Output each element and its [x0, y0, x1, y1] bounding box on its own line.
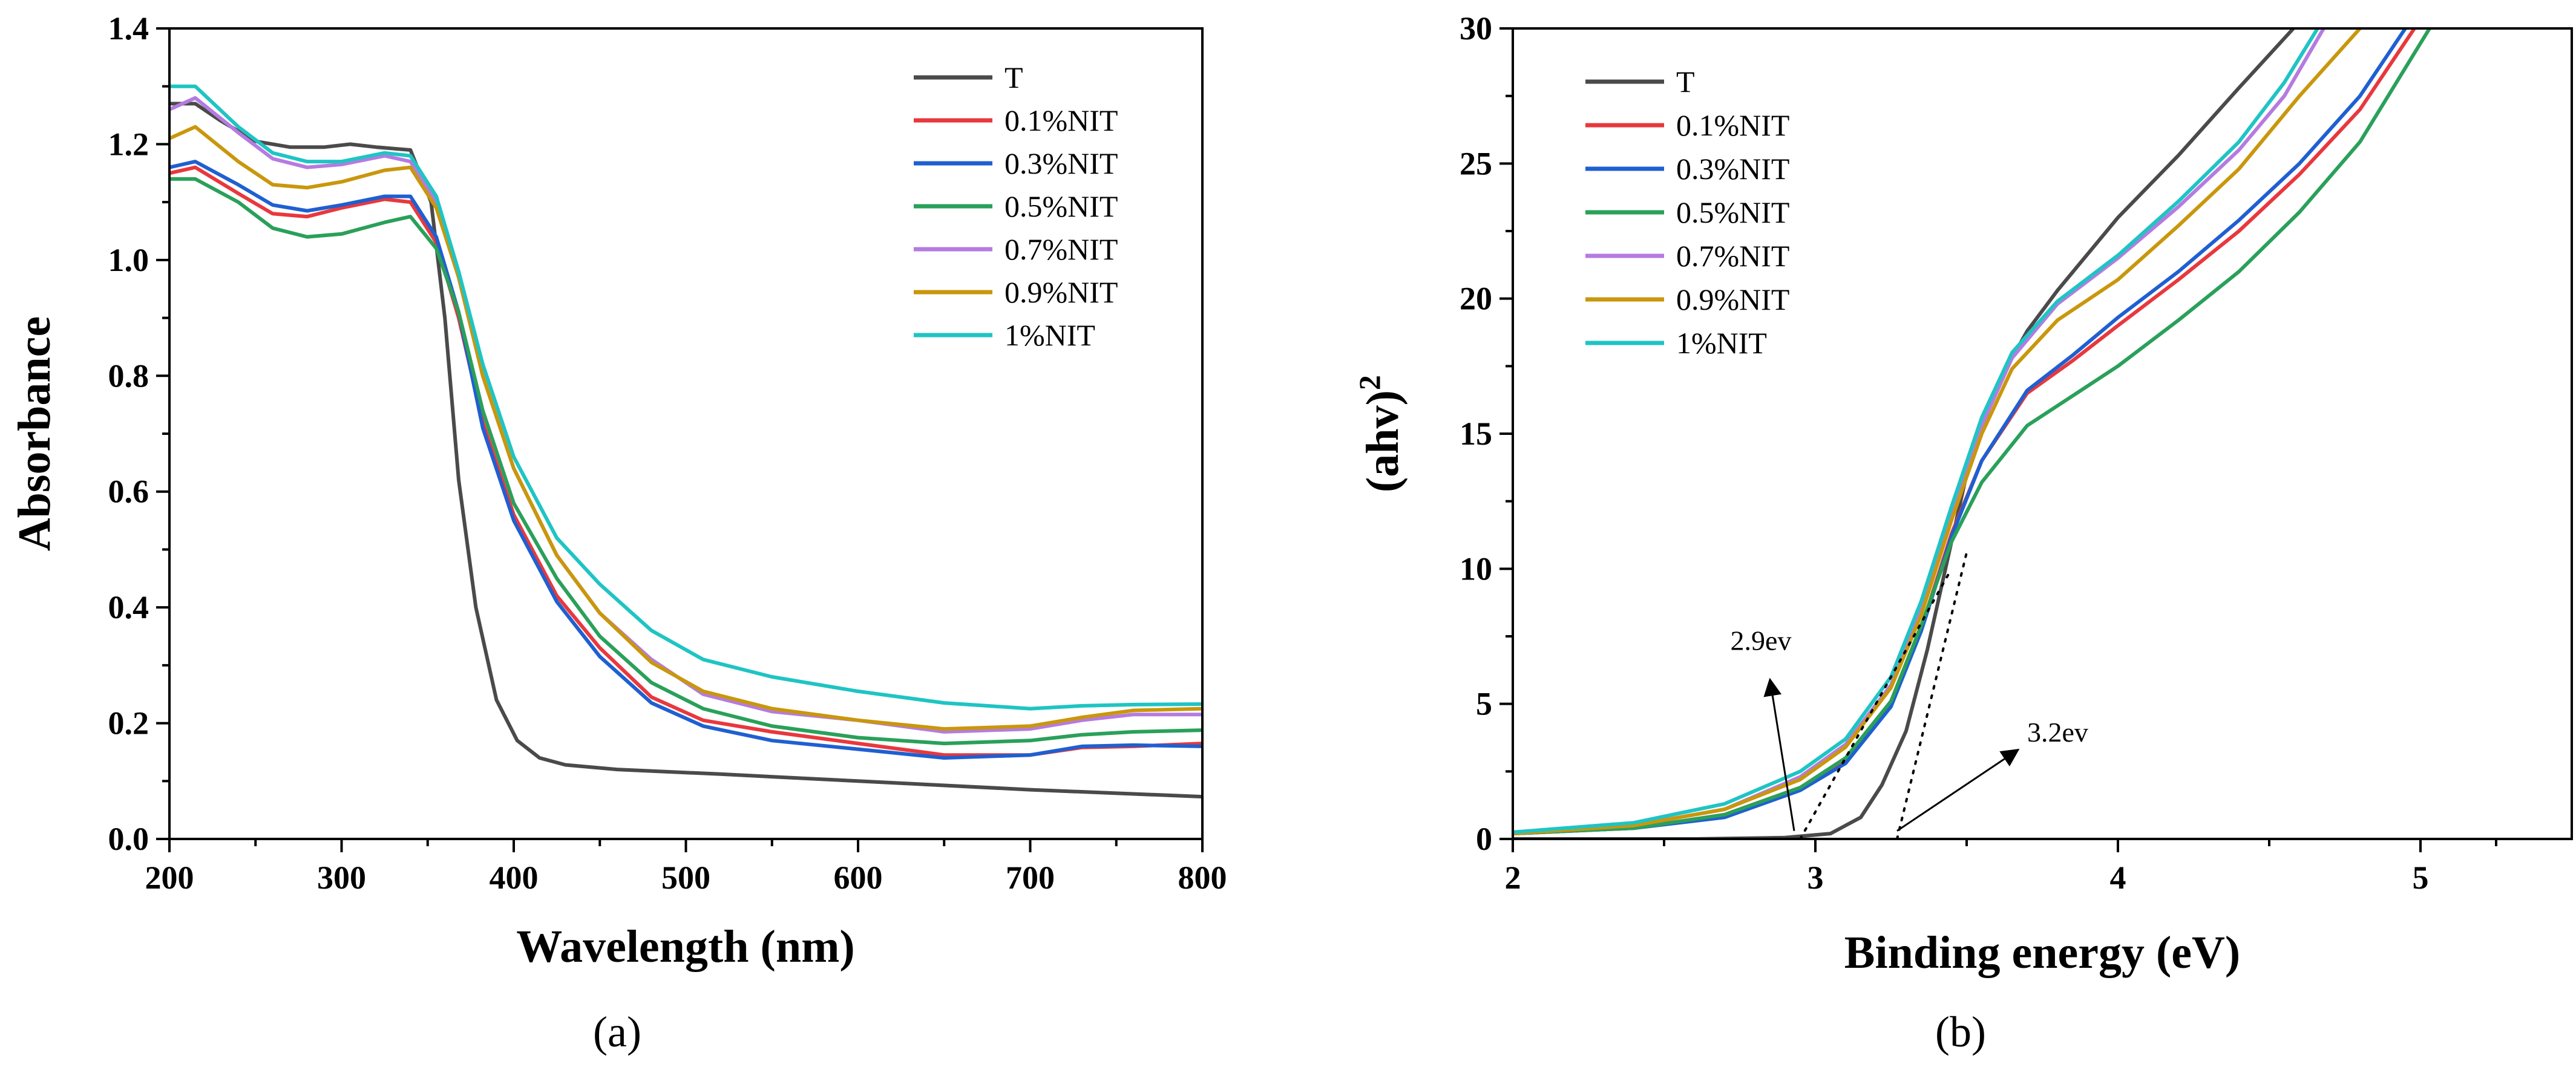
panel-a-series-1pctnit [169, 84, 1202, 711]
panel-b-series-group [1513, 28, 2431, 839]
panel-a-ticks: 200 300 400 500 600 700 800 0.0 0.2 0.4 0.6 0.8 1.0 1… [108, 10, 1227, 896]
panel-b-y-tick-label: 25 [1460, 145, 1492, 181]
panel-b-series-0-5pctnit [1513, 28, 2431, 836]
panel-b-legend-label-0-7pctnit: 0.7%NIT [1676, 239, 1789, 273]
panel-a-x-axis-title: Wavelength (nm) [516, 921, 854, 972]
panel-a-y-tick-label: 1.0 [108, 242, 149, 278]
panel-a-series-0-9pctnit [169, 125, 1202, 731]
panel-b-legend-label-0-5pctnit: 0.5%NIT [1676, 195, 1789, 229]
panel-b-label: (b) [1935, 1008, 1986, 1056]
panel-b-series-t [1513, 28, 2295, 839]
panel-b-annotation-3-2ev: 3.2ev [2027, 717, 2088, 748]
panel-a-series-0-5pctnit [169, 177, 1202, 746]
panel-b-legend-label-0-1pctnit: 0.1%NIT [1676, 108, 1789, 142]
panel-b-series-1pctnit [1513, 28, 2319, 834]
panel-b-y-tick-label: 30 [1460, 10, 1492, 47]
panel-b-series-0-9pctnit [1513, 28, 2362, 836]
panel-a-y-tick-label: 1.4 [108, 10, 149, 47]
panel-a-legend-label-0-3pctnit: 0.3%NIT [1005, 146, 1118, 180]
panel-b-y-tick-label: 20 [1460, 281, 1492, 317]
panel-b-series-0-3pctnit [1513, 28, 2407, 836]
panel-b-tangent-line [1896, 551, 1968, 840]
panel-a-series-group [169, 84, 1202, 799]
panel-b-y-tick-label: 0 [1476, 821, 1492, 857]
panel-b-x-tick-label: 4 [2110, 860, 2126, 896]
panel-a-legend: T 0.1%NIT 0.3%NIT 0.5%NIT 0.7%NIT 0.9%NIT 1%NI… [914, 60, 1118, 352]
panel-b-arrow-2-9ev [1763, 677, 1795, 831]
panel-b-series-0-1pctnit [1513, 28, 2416, 836]
panel-b-legend-label-0-3pctnit: 0.3%NIT [1676, 152, 1789, 186]
panel-a-x-tick-label: 500 [661, 860, 710, 896]
panel-a-y-tick-label: 0.8 [108, 357, 149, 394]
panel-b-legend: T 0.1%NIT 0.3%NIT 0.5%NIT 0.7%NIT 0.9%NIT 1%NI… [1585, 65, 1789, 360]
panel-a-y-axis-title: Absorbance [9, 316, 60, 551]
panel-b-legend-label-0-9pctnit: 0.9%NIT [1676, 282, 1789, 316]
panel-b-legend-label-1pctnit: 1%NIT [1676, 326, 1767, 360]
panel-a-x-tick-label: 800 [1178, 860, 1227, 896]
panel-b-x-tick-label: 2 [1505, 860, 1521, 896]
panel-b-x-tick-label: 5 [2413, 860, 2429, 896]
panel-b-x-tick-label: 3 [1807, 860, 1824, 896]
panel-a-legend-label-0-7pctnit: 0.7%NIT [1005, 232, 1118, 266]
panel-b-annotations: 2.9ev 3.2ev [1731, 551, 2088, 840]
panel-a-x-tick-label: 700 [1006, 860, 1055, 896]
panel-b-y-tick-label: 5 [1476, 686, 1492, 722]
panel-b-arrow-3-2ev [1896, 748, 2020, 832]
panel-a-legend-label-t: T [1005, 60, 1023, 94]
panel-b-annotation-2-9ev: 2.9ev [1731, 625, 1792, 656]
panel-a-x-tick-label: 300 [317, 860, 366, 896]
panel-a-series-0-3pctnit [169, 160, 1202, 760]
panel-b-y-axis-title-superscript: 2 [1352, 375, 1386, 390]
panel-b-legend-label-t: T [1676, 65, 1695, 99]
panel-a-y-tick-label: 0.2 [108, 705, 149, 742]
panel-a-y-tick-label: 0.6 [108, 474, 149, 510]
panel-b-y-tick-label: 15 [1460, 416, 1492, 452]
panel-a-y-tick-label: 0.4 [108, 589, 149, 625]
panel-a-legend-label-0-9pctnit: 0.9%NIT [1005, 275, 1118, 309]
panel-a-y-tick-label: 0.0 [108, 821, 149, 857]
panel-a-x-tick-label: 200 [145, 860, 194, 896]
panel-a-legend-label-0-1pctnit: 0.1%NIT [1005, 103, 1118, 137]
chart-panel-b: 2.9ev 3.2ev 2 3 4 5 0 5 10 15 20 25 30 T 0.1%NIT 0.3%… [1352, 10, 2573, 1056]
panel-a-x-tick-label: 400 [490, 860, 539, 896]
panel-a-y-tick-label: 1.2 [108, 126, 149, 162]
panel-a-legend-label-1pctnit: 1%NIT [1005, 318, 1095, 352]
panel-b-y-tick-label: 10 [1460, 550, 1492, 587]
panel-b-series-0-7pctnit [1513, 28, 2325, 836]
panel-a-label: (a) [593, 1008, 641, 1056]
panel-b-x-axis-title: Binding energy (eV) [1844, 927, 2240, 978]
panel-b-y-axis-title: (ahv)2 [1352, 375, 1408, 492]
panel-a-x-tick-label: 600 [834, 860, 883, 896]
chart-panel-a: 200 300 400 500 600 700 800 0.0 0.2 0.4 0.6 0.8 1.0 1… [9, 10, 1227, 1056]
panel-b-ticks: 2 3 4 5 0 5 10 15 20 25 30 [1460, 10, 2497, 896]
panel-b-tangent-line [1799, 567, 1953, 840]
panel-a-series-0-1pctnit [169, 165, 1202, 757]
panel-b-y-axis-title-base: (ahv) [1357, 390, 1408, 492]
panel-a-series-t [169, 102, 1202, 799]
panel-a-legend-label-0-5pctnit: 0.5%NIT [1005, 189, 1118, 223]
